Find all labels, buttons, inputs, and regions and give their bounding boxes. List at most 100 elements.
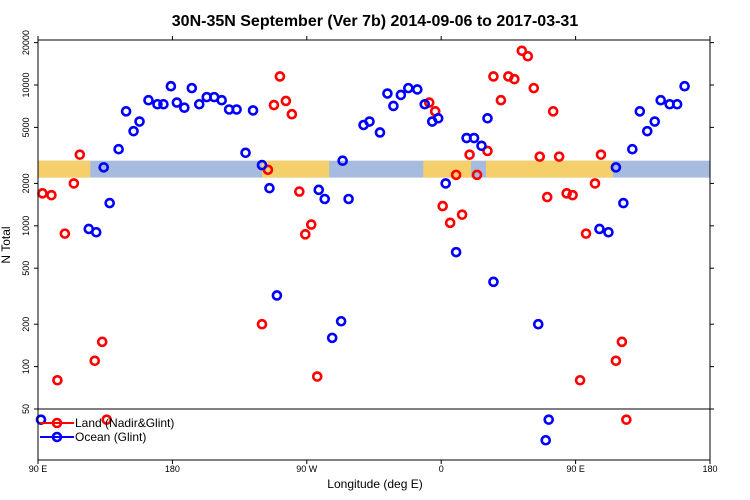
ocean-point: [134, 116, 145, 127]
y-tick-label: 50: [21, 404, 31, 414]
y-tick-label: 20000: [21, 30, 31, 55]
ocean-point: [634, 106, 646, 117]
land-point: [37, 188, 48, 199]
plot-frame: [37, 39, 711, 461]
legend-marker-land: [51, 417, 63, 429]
x-tick-label: 90 E: [566, 464, 585, 474]
land-point: [300, 229, 311, 240]
ocean-point: [152, 98, 163, 110]
land-point: [280, 95, 292, 107]
ocean-point: [649, 116, 661, 127]
ocean-point: [671, 98, 683, 110]
ocean-point: [165, 80, 177, 92]
land-point: [528, 82, 540, 94]
ocean-point: [382, 88, 393, 99]
band-land-segment: [486, 160, 613, 178]
ocean-point: [364, 116, 375, 127]
land-point: [274, 71, 286, 82]
ocean-point: [432, 113, 444, 124]
land-point: [534, 151, 546, 162]
ocean-point: [104, 197, 115, 209]
ocean-point: [337, 155, 348, 166]
ocean-point: [335, 315, 347, 327]
ocean-point: [374, 127, 386, 138]
y-tick-label: 100: [21, 359, 31, 374]
y-tick-label: 5000: [21, 117, 31, 137]
y-tick-label: 10000: [21, 72, 31, 97]
ocean-point: [440, 178, 451, 189]
ocean-point: [610, 162, 622, 173]
ocean-point: [540, 434, 552, 446]
land-point: [68, 178, 80, 189]
ocean-point: [313, 184, 325, 196]
land-point: [444, 217, 456, 229]
ocean-point: [627, 143, 638, 155]
band-land-segment: [38, 160, 91, 178]
ocean-point: [343, 193, 354, 205]
land-point: [567, 189, 578, 201]
land-point: [256, 318, 268, 330]
band-land-segment: [423, 160, 472, 178]
ocean-point: [488, 276, 499, 288]
land-point: [89, 355, 101, 367]
ocean-point: [679, 80, 690, 92]
legend-label-land: Land (Nadir&Glint): [75, 416, 174, 430]
ocean-point: [247, 105, 259, 116]
ocean-point: [532, 318, 544, 330]
land-point: [286, 108, 298, 120]
land-point: [268, 99, 280, 111]
land-point: [101, 414, 112, 425]
x-tick-label: 0: [439, 464, 444, 474]
band-land-segment: [262, 160, 330, 178]
land-point: [59, 228, 71, 239]
y-tick-label: 2000: [21, 173, 31, 193]
ocean-point: [271, 290, 283, 301]
ocean-point: [128, 125, 139, 137]
land-point: [96, 336, 108, 348]
ocean-point: [216, 94, 227, 106]
ocean-point: [256, 159, 268, 171]
ocean-point: [120, 106, 132, 117]
land-point: [561, 188, 572, 199]
ocean-point: [603, 226, 614, 238]
land-point: [464, 149, 475, 160]
land-point: [74, 149, 86, 160]
x-tick-label: 180: [165, 464, 180, 474]
ocean-point: [476, 140, 487, 152]
ocean-point: [403, 82, 414, 94]
land-point: [294, 186, 305, 197]
chart-title: 30N-35N September (Ver 7b) 2014-09-06 to…: [172, 13, 579, 30]
land-point: [456, 209, 468, 220]
land-point: [553, 151, 565, 162]
ocean-point: [143, 94, 154, 106]
land-point: [52, 374, 63, 386]
land-point: [580, 228, 592, 239]
ocean-point: [641, 125, 653, 137]
axes: 50 100 200 500 1000 2000 5000 10000 20000 90 E 180…: [21, 30, 718, 474]
ocean-point: [179, 102, 190, 113]
land-point: [610, 355, 622, 367]
legend-marker-ocean: [51, 431, 63, 443]
land-point: [509, 73, 520, 85]
land-point: [516, 45, 528, 57]
x-tick-label: 180: [702, 464, 717, 474]
land-point: [547, 106, 559, 117]
legend-label-ocean: Ocean (Glint): [75, 430, 146, 444]
ocean-point: [412, 84, 423, 95]
ocean-point: [231, 104, 242, 115]
ocean-point: [543, 414, 555, 425]
ocean-point: [319, 193, 331, 205]
y-tick-label: 500: [21, 261, 31, 276]
land-point: [595, 149, 607, 160]
ocean-point: [594, 223, 605, 235]
ocean-point: [388, 100, 399, 112]
ocean-point: [158, 98, 169, 110]
land-point: [621, 414, 632, 425]
land-point: [437, 200, 448, 212]
ocean-point: [264, 182, 275, 194]
land-point: [541, 191, 553, 203]
ocean-point: [113, 143, 124, 155]
land-point: [574, 374, 586, 386]
land-point: [450, 169, 462, 181]
